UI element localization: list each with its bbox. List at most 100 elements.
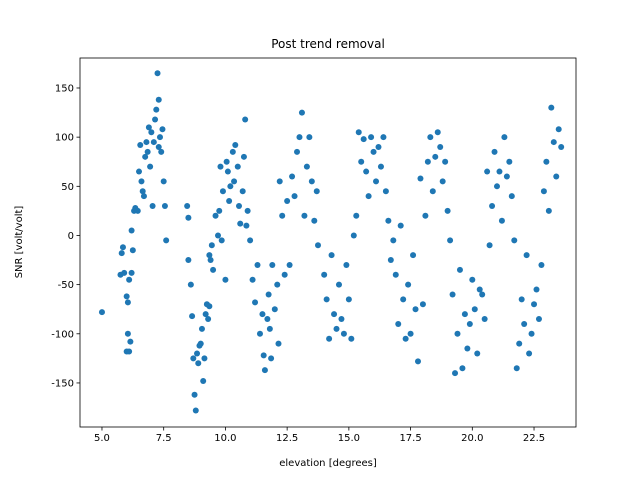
point [315,242,322,249]
point [523,252,530,259]
point [216,207,223,214]
point [148,129,155,136]
point [127,338,134,345]
x-axis-label: elevation [degrees] [279,458,377,469]
point [155,143,162,150]
point [395,320,402,327]
point [126,348,133,355]
point [128,269,135,276]
point [410,252,417,259]
point [442,158,449,165]
point [301,212,308,219]
point [516,340,523,347]
point [511,237,518,244]
point [402,335,409,342]
point [222,276,229,283]
point [218,237,225,244]
point [414,358,421,365]
point [543,158,550,165]
point [437,143,444,150]
point [128,227,135,234]
point [224,168,231,175]
point [271,306,278,313]
point [234,163,241,170]
point [454,330,461,337]
point [550,139,557,146]
point [424,158,431,165]
point [185,214,192,221]
point [343,261,350,268]
point [380,134,387,141]
x-tick-label: 15.0 [338,433,360,444]
point [268,355,275,362]
point [145,124,152,131]
point [333,325,340,332]
point [373,178,380,185]
point [479,291,486,298]
point [217,163,224,170]
y-axis-label: SNR [volt/volt] [14,206,25,279]
point [275,340,282,347]
point [252,299,259,306]
point [303,163,310,170]
point [553,173,560,180]
y-tick-label: 50 [61,182,74,193]
point [269,261,276,268]
point [212,212,219,219]
point [417,175,424,182]
point [142,153,149,160]
point [321,271,328,278]
point [235,202,242,209]
point [215,232,222,239]
point [476,286,483,293]
point [432,153,439,160]
point [313,188,320,195]
point [289,173,296,180]
point [508,193,515,200]
point [140,193,147,200]
y-tick-label: 100 [55,133,74,144]
point [237,220,244,227]
point [548,104,555,111]
chart-title: Post trend removal [271,37,385,51]
x-tick-label: 7.5 [156,433,172,444]
point [194,350,201,357]
point [296,134,303,141]
point [219,188,226,195]
plot-frame [79,57,577,428]
point [139,188,146,195]
point [370,148,377,155]
point [240,153,247,160]
point [202,311,209,318]
point [461,311,468,318]
point [198,325,205,332]
point [368,134,375,141]
x-tick-label: 17.5 [399,433,421,444]
point [387,257,394,264]
point [247,237,254,244]
point [244,207,251,214]
point [471,306,478,313]
point [239,188,246,195]
y-tick-label: 150 [55,83,74,94]
point [400,296,407,303]
point [481,316,488,323]
point [340,330,347,337]
point [163,237,170,244]
point [284,198,291,205]
point [538,261,545,268]
point [266,325,273,332]
point [136,168,143,175]
point [407,330,414,337]
point [328,252,335,259]
point [210,266,217,273]
point [358,158,365,165]
point [243,222,250,229]
point [491,148,498,155]
point [261,367,268,374]
point [124,330,131,337]
point [256,330,263,337]
point [249,276,256,283]
point [201,355,208,362]
y-tick-label: -100 [51,329,74,340]
